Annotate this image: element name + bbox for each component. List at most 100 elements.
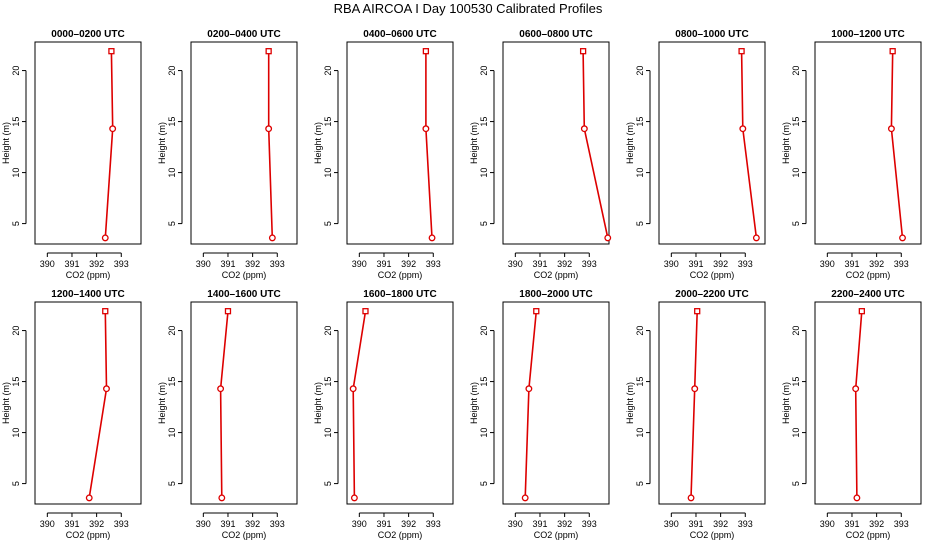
data-point [687, 494, 695, 502]
profile-line [88, 311, 108, 499]
x-tick-label: 393 [270, 259, 285, 269]
x-axis-label: CO2 (ppm) [534, 530, 579, 540]
data-point [887, 125, 895, 133]
x-tick-label: 392 [557, 519, 572, 529]
y-tick-label: 20 [323, 326, 333, 336]
profile-line [219, 311, 229, 498]
y-tick-label: 5 [791, 221, 801, 226]
data-point [899, 234, 906, 242]
x-tick-label: 392 [713, 259, 728, 269]
y-axis-label: Height (m) [781, 122, 791, 164]
y-tick-label: 5 [167, 221, 177, 226]
x-tick-label: 391 [220, 259, 235, 269]
x-tick-label: 390 [196, 519, 211, 529]
data-point [217, 385, 225, 393]
panel-title: 1400–1600 UTC [207, 289, 280, 300]
x-tick-label: 391 [844, 259, 859, 269]
x-tick-label: 391 [376, 519, 391, 529]
x-tick-label: 392 [245, 259, 260, 269]
y-tick-label: 10 [479, 168, 489, 178]
data-point [101, 234, 109, 242]
x-tick-label: 390 [508, 519, 523, 529]
y-tick-label: 15 [791, 117, 801, 127]
panel-title: 2000–2200 UTC [675, 289, 748, 300]
data-point [350, 494, 358, 502]
data-point [521, 494, 529, 502]
data-point [265, 48, 272, 55]
plot-frame [814, 301, 922, 505]
y-tick-label: 20 [323, 66, 333, 76]
x-tick-label: 390 [352, 519, 367, 529]
x-tick-label: 393 [582, 519, 597, 529]
x-tick-label: 392 [401, 519, 416, 529]
x-tick-label: 391 [220, 519, 235, 529]
x-tick-label: 393 [426, 259, 441, 269]
data-point [422, 48, 430, 55]
plot-frame [502, 301, 610, 505]
y-tick-label: 5 [479, 481, 489, 486]
x-tick-label: 390 [40, 259, 55, 269]
x-axis-label: CO2 (ppm) [66, 270, 111, 280]
y-tick-label: 15 [479, 117, 489, 127]
data-point [752, 234, 760, 242]
x-axis-label: CO2 (ppm) [222, 530, 267, 540]
x-tick-label: 391 [532, 519, 547, 529]
y-tick-label: 20 [791, 66, 801, 76]
x-tick-label: 392 [713, 519, 728, 529]
x-tick-label: 390 [664, 259, 679, 269]
x-tick-label: 390 [820, 259, 835, 269]
x-tick-label: 391 [688, 519, 703, 529]
data-point [349, 385, 357, 393]
x-tick-label: 391 [844, 519, 859, 529]
y-tick-label: 10 [11, 428, 21, 438]
x-tick-label: 392 [89, 259, 104, 269]
data-point [853, 494, 861, 502]
x-tick-label: 393 [894, 259, 909, 269]
plot-frame [814, 41, 922, 245]
data-point [889, 48, 896, 55]
profile-line [104, 51, 114, 238]
x-tick-label: 391 [64, 519, 79, 529]
x-tick-label: 392 [401, 259, 416, 269]
data-point [265, 125, 273, 133]
x-tick-label: 393 [270, 519, 285, 529]
x-axis-label: CO2 (ppm) [846, 270, 891, 280]
y-tick-label: 10 [635, 428, 645, 438]
y-tick-label: 5 [11, 221, 21, 226]
x-tick-label: 390 [508, 259, 523, 269]
y-tick-label: 15 [11, 377, 21, 387]
y-tick-label: 20 [479, 326, 489, 336]
plot-frame [346, 41, 454, 245]
x-axis-label: CO2 (ppm) [534, 270, 579, 280]
y-tick-label: 15 [167, 377, 177, 387]
y-tick-label: 5 [791, 481, 801, 486]
data-point [525, 385, 533, 393]
y-tick-label: 5 [635, 481, 645, 486]
x-axis-label: CO2 (ppm) [66, 530, 111, 540]
x-axis-label: CO2 (ppm) [378, 270, 423, 280]
panel-title: 0600–0800 UTC [519, 29, 592, 40]
x-tick-label: 393 [582, 259, 597, 269]
profile-line [890, 51, 904, 238]
profile-line [854, 311, 863, 498]
data-point [738, 48, 745, 55]
data-point [858, 308, 865, 315]
y-tick-label: 10 [635, 168, 645, 178]
plot-frame [34, 41, 142, 245]
y-tick-label: 15 [323, 117, 333, 127]
data-point [224, 308, 232, 315]
y-axis-label: Height (m) [313, 382, 323, 424]
x-tick-label: 391 [532, 259, 547, 269]
data-point [268, 234, 276, 242]
y-tick-label: 20 [11, 66, 21, 76]
y-tick-label: 20 [11, 326, 21, 336]
figure-title: RBA AIRCOA I Day 100530 Calibrated Profi… [333, 1, 603, 16]
y-tick-label: 20 [635, 66, 645, 76]
profile-line [582, 51, 609, 239]
